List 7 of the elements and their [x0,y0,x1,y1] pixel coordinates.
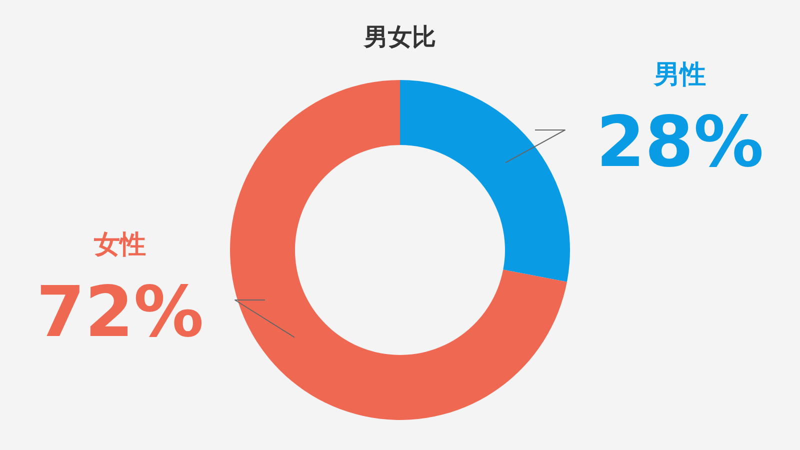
slice-label: 女性 [93,230,146,260]
data-label: 72% [36,271,204,353]
data-label: 28% [596,101,764,183]
chart-title: 男女比 [363,23,436,51]
donut-slice [230,80,567,420]
donut-slice [400,80,570,282]
slice-label: 男性 [653,60,706,90]
